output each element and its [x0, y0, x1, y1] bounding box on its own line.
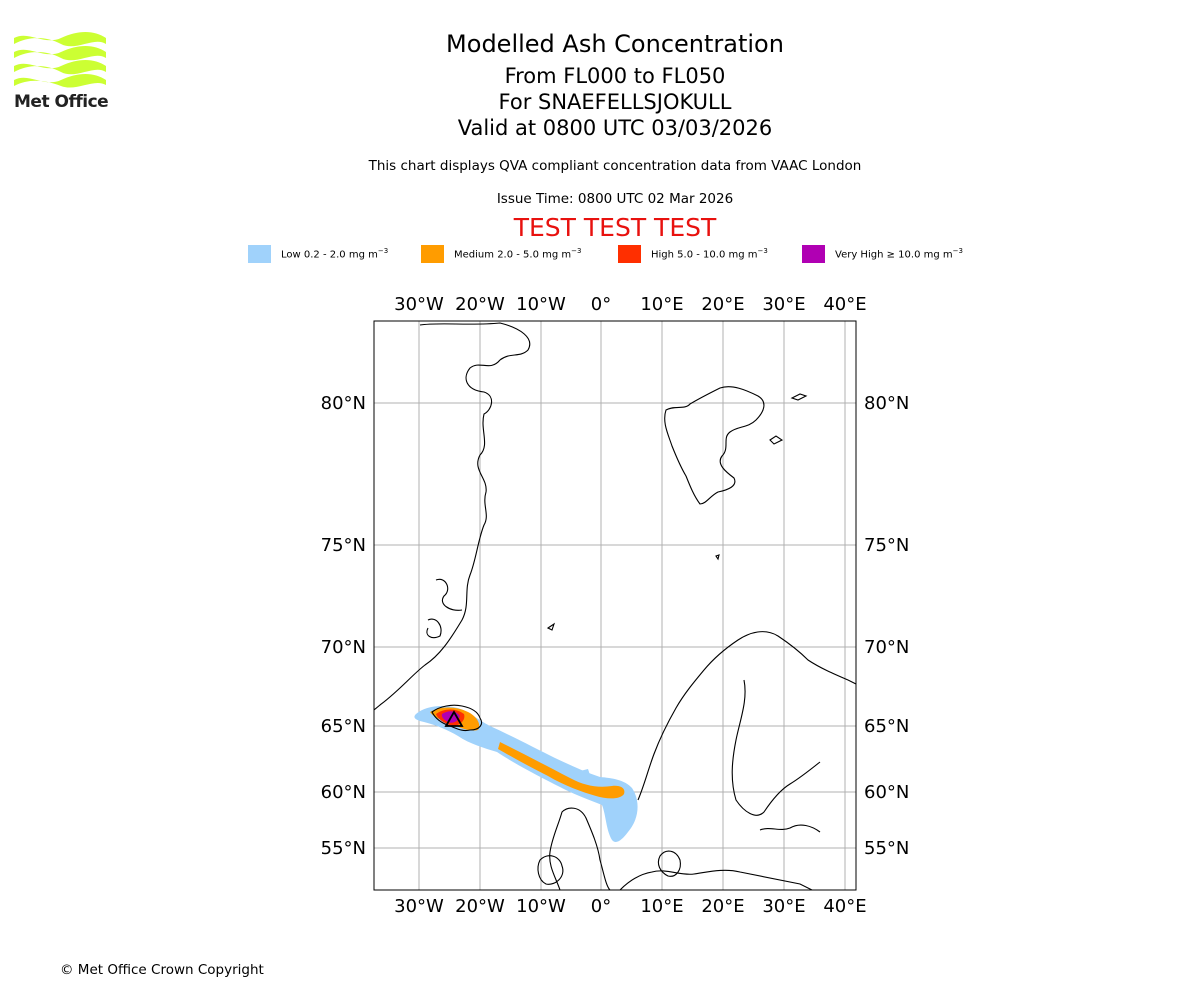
coast-greenland [374, 322, 531, 711]
legend-item-very-high: Very High ≥ 10.0 mg m−3 [802, 244, 963, 263]
met-office-logo [14, 32, 106, 88]
lon-label-bottom-30w: 30°W [394, 896, 444, 917]
coast-greenland-fjord [435, 578, 463, 611]
issue-time: Issue Time: 0800 UTC 02 Mar 2026 [496, 191, 734, 207]
coast-jan-mayen [546, 622, 556, 631]
coastlines [374, 322, 856, 890]
legend-swatch-low [248, 244, 271, 263]
coast-britain [549, 807, 611, 890]
volcano-name: For SNAEFELLSJOKULL [498, 90, 732, 114]
lon-label-top-30e: 30°E [762, 294, 805, 315]
logo-wave-3 [14, 60, 106, 75]
legend-swatch-very-high [802, 244, 825, 263]
coast-continent [619, 869, 813, 890]
legend-item-high: High 5.0 - 10.0 mg m−3 [618, 244, 768, 263]
lat-label-right-70n: 70°N [864, 637, 909, 658]
chart-title: Modelled Ash Concentration [446, 30, 784, 58]
lon-label-top-10e: 10°E [640, 294, 683, 315]
lat-labels-right: 80°N 75°N 70°N 65°N 60°N 55°N [864, 393, 909, 859]
ash-low-patch [580, 769, 590, 777]
lon-label-top-40e: 40°E [823, 294, 866, 315]
legend-label-high: High 5.0 - 10.0 mg m−3 [651, 246, 768, 261]
lat-label-right-75n: 75°N [864, 535, 909, 556]
lon-label-top-10w: 10°W [516, 294, 566, 315]
lon-label-bottom-20w: 20°W [455, 896, 505, 917]
lon-label-bottom-20e: 20°E [701, 896, 744, 917]
lon-label-bottom-10w: 10°W [516, 896, 566, 917]
coast-norway [637, 631, 856, 801]
lon-labels-top: 30°W 20°W 10°W 0° 10°E 20°E 30°E 40°E [394, 294, 866, 315]
legend-label-low: Low 0.2 - 2.0 mg m−3 [281, 246, 389, 261]
lat-label-left-70n: 70°N [321, 637, 366, 658]
lon-label-bottom-40e: 40°E [823, 896, 866, 917]
logo-wave-2 [14, 46, 106, 61]
valid-time: Valid at 0800 UTC 03/03/2026 [457, 116, 773, 140]
coast-greenland-fjord-2 [426, 618, 442, 639]
lon-labels-bottom: 30°W 20°W 10°W 0° 10°E 20°E 30°E 40°E [394, 896, 866, 917]
lon-label-bottom-0: 0° [591, 896, 611, 917]
lat-label-left-55n: 55°N [321, 838, 366, 859]
ash-low-plume [414, 706, 638, 843]
lon-label-top-30w: 30°W [394, 294, 444, 315]
legend-swatch-medium [421, 244, 444, 263]
coast-bear-island [715, 554, 720, 561]
ash-medium-band [498, 742, 625, 799]
legend-item-low: Low 0.2 - 2.0 mg m−3 [248, 244, 388, 263]
lat-label-right-65n: 65°N [864, 716, 909, 737]
qva-note: This chart displays QVA compliant concen… [368, 158, 862, 174]
flight-level-range: From FL000 to FL050 [504, 64, 726, 88]
lat-label-right-60n: 60°N [864, 782, 909, 803]
lat-label-right-80n: 80°N [864, 393, 909, 414]
copyright-notice: © Met Office Crown Copyright [60, 962, 264, 978]
volcano-marker [444, 710, 464, 727]
test-banner: TEST TEST TEST [513, 213, 717, 242]
coast-sweden-finland [731, 679, 821, 816]
legend-item-medium: Medium 2.0 - 5.0 mg m−3 [421, 244, 581, 263]
legend-label-medium: Medium 2.0 - 5.0 mg m−3 [454, 246, 582, 261]
coast-ireland [537, 855, 564, 885]
lat-label-left-75n: 75°N [321, 535, 366, 556]
lon-label-top-0: 0° [591, 294, 611, 315]
coast-svalbard [664, 386, 765, 505]
logo-wave-1 [14, 32, 106, 47]
lat-labels-left: 80°N 75°N 70°N 65°N 60°N 55°N [321, 393, 366, 859]
logo-wave-4 [14, 74, 106, 88]
lat-label-left-60n: 60°N [321, 782, 366, 803]
lat-label-right-55n: 55°N [864, 838, 909, 859]
legend-label-very-high: Very High ≥ 10.0 mg m−3 [835, 246, 963, 261]
lat-label-left-65n: 65°N [321, 716, 366, 737]
legend-swatch-high [618, 244, 641, 263]
coast-denmark [657, 850, 681, 877]
lat-label-left-80n: 80°N [321, 393, 366, 414]
coast-svalbard-island-se [769, 435, 784, 445]
map-frame [373, 320, 857, 891]
coast-baltic [759, 824, 821, 833]
met-office-logo-text: Met Office [14, 92, 109, 112]
lon-label-top-20e: 20°E [701, 294, 744, 315]
lon-label-bottom-10e: 10°E [640, 896, 683, 917]
lon-label-bottom-30e: 30°E [762, 896, 805, 917]
coast-svalbard-island-e [790, 393, 808, 401]
lon-label-top-20w: 20°W [455, 294, 505, 315]
